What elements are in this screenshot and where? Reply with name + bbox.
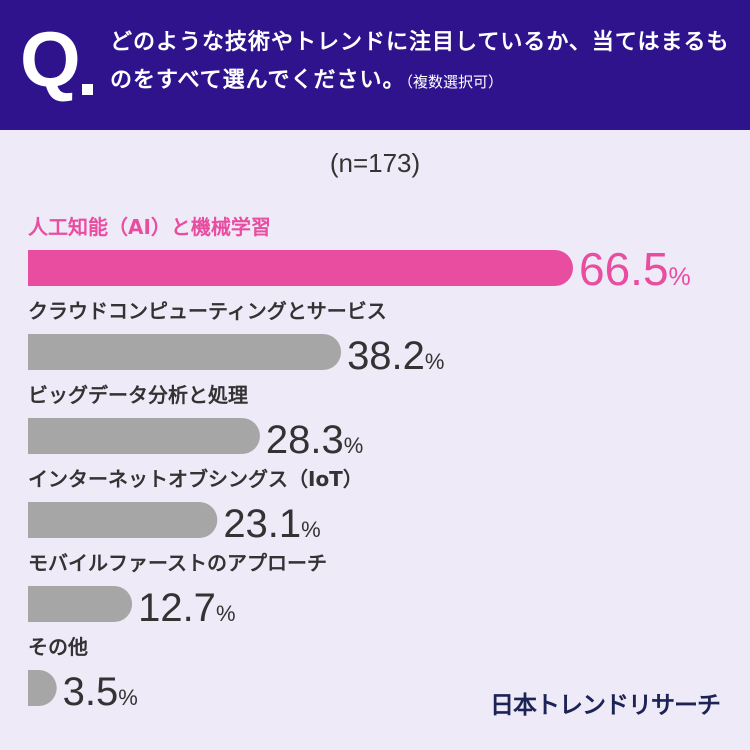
category-label: モバイルファーストのアプローチ bbox=[28, 551, 327, 575]
value-label: 12.7% bbox=[138, 586, 235, 630]
category-label: ビッグデータ分析と処理 bbox=[28, 383, 248, 407]
value-label: 23.1% bbox=[223, 502, 320, 546]
value-label: 3.5% bbox=[63, 670, 138, 714]
value-label: 66.5% bbox=[579, 243, 691, 295]
category-label: クラウドコンピューティングとサービス bbox=[28, 299, 387, 323]
question-text: どのような技術やトレンドに注目しているか、当てはまるものをすべて選んでください。… bbox=[110, 24, 740, 101]
category-label: 人工知能（AI）と機械学習 bbox=[28, 215, 271, 239]
question-header: Q どのような技術やトレンドに注目しているか、当てはまるものをすべて選んでくださ… bbox=[0, 0, 750, 130]
bar bbox=[28, 502, 218, 538]
bar bbox=[28, 586, 133, 622]
brand-logo: 日本トレンドリサーチ bbox=[490, 691, 721, 719]
value-label: 28.3% bbox=[266, 418, 363, 462]
sample-size: (n=173) bbox=[329, 148, 421, 178]
q-mark: Q bbox=[20, 15, 81, 103]
category-label: インターネットオブシングス（IoT） bbox=[28, 467, 363, 491]
bar bbox=[28, 670, 57, 706]
question-note: （複数選択可） bbox=[405, 73, 503, 91]
question-body: どのような技術やトレンドに注目しているか、当てはまるものをすべて選んでください。 bbox=[110, 30, 730, 93]
bar bbox=[28, 418, 260, 455]
bar bbox=[28, 250, 573, 286]
value-label: 38.2% bbox=[347, 334, 444, 378]
bar bbox=[28, 334, 342, 370]
category-label: その他 bbox=[28, 635, 88, 659]
q-dot bbox=[82, 84, 93, 95]
